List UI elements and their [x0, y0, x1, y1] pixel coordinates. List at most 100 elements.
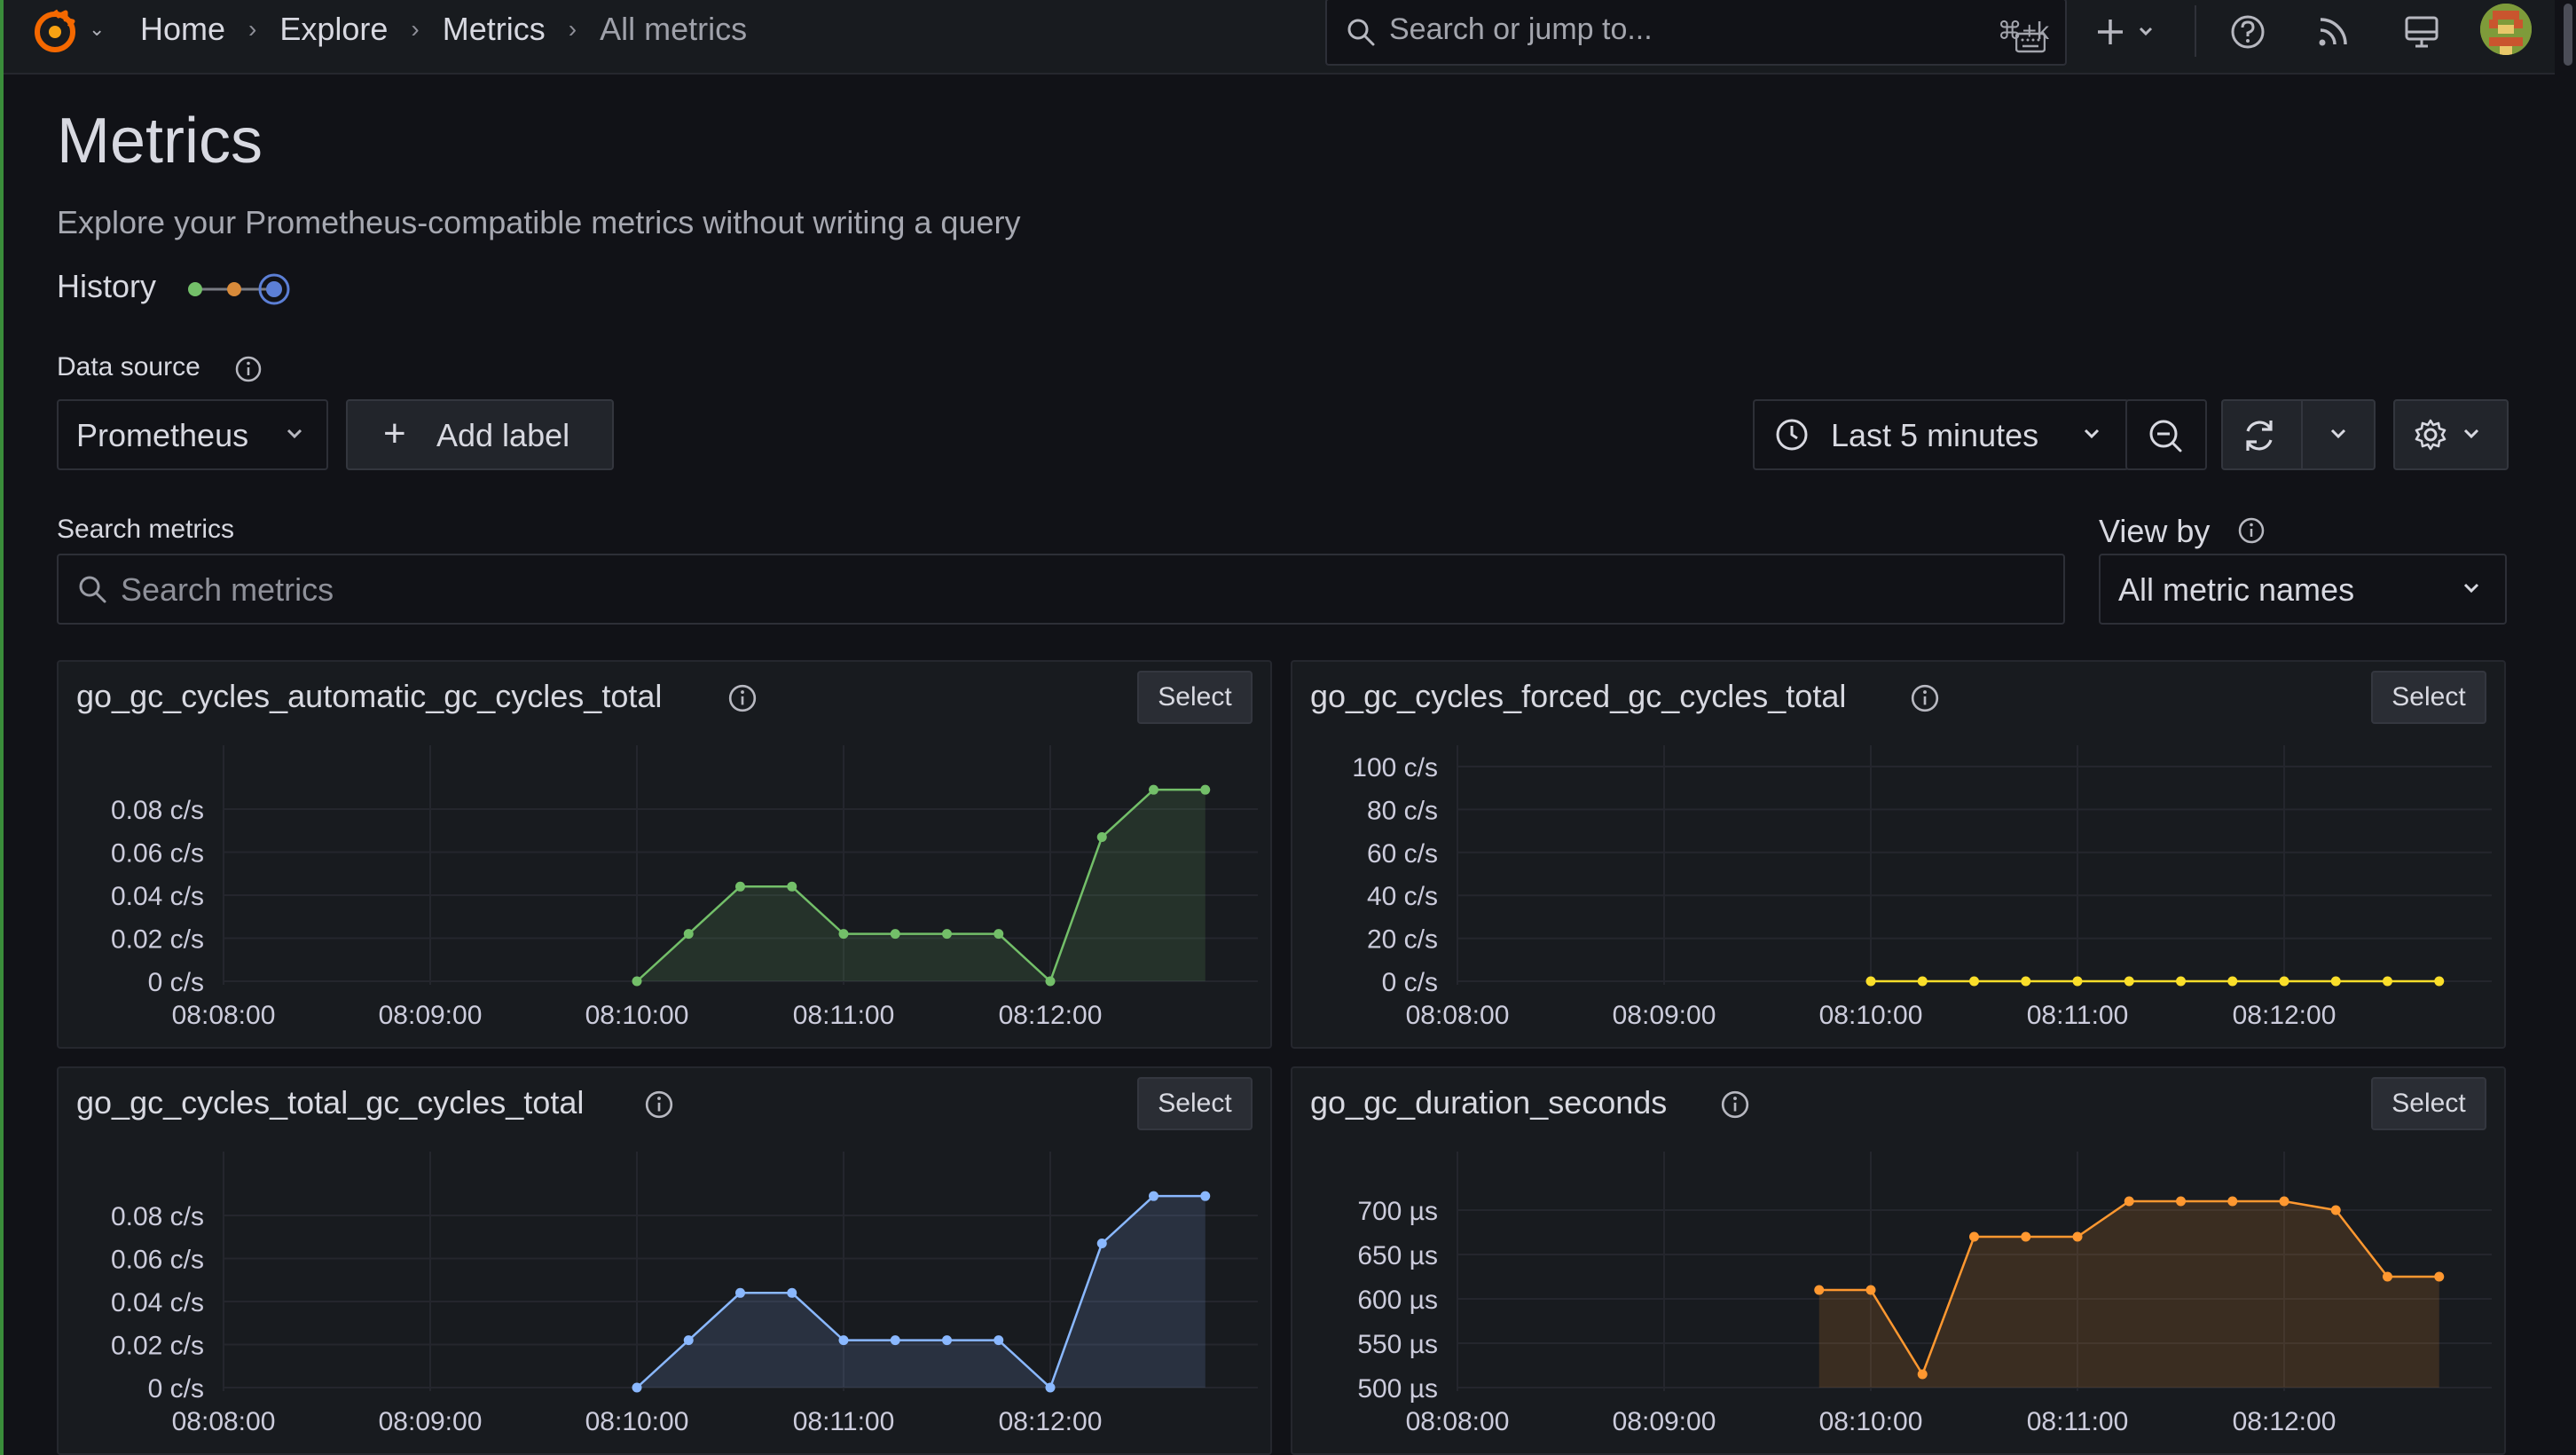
chevron-down-icon [2084, 429, 2100, 439]
plus-icon [2098, 20, 2153, 44]
chevron-down-icon[interactable] [2328, 424, 2349, 442]
y-tick-label: 600 µs [1357, 1286, 1438, 1315]
x-tick-label: 08:12:00 [999, 1001, 1103, 1030]
data-point [787, 881, 797, 892]
refresh-button[interactable] [2221, 399, 2376, 470]
panel-chart[interactable]: 500 µs 550 µs 600 µs 650 µs 700 µs 08:08:00 08… [1292, 1068, 2506, 1455]
y-tick-label: 0.04 c/s [111, 1288, 204, 1317]
data-point [2330, 1205, 2341, 1215]
select-button[interactable]: Select [2371, 671, 2486, 724]
panel-chart[interactable]: 0 c/s 20 c/s 40 c/s 60 c/s 80 c/s 100 c/s 08:0… [1292, 662, 2506, 1049]
select-button[interactable]: Select [1137, 671, 1253, 724]
x-tick-label: 08:08:00 [172, 1001, 276, 1030]
breadcrumb-metrics[interactable]: Metrics [442, 11, 546, 47]
y-tick-label: 0.04 c/s [111, 882, 204, 911]
x-tick-label: 08:08:00 [1406, 1001, 1510, 1030]
view-by-label: View by [2099, 513, 2211, 549]
chevron-down-icon [2463, 429, 2479, 439]
series-line [636, 1194, 1206, 1390]
avatar[interactable] [2480, 4, 2532, 55]
keyboard-icon [2014, 32, 2046, 53]
data-point [2124, 1196, 2134, 1207]
data-point [2383, 976, 2392, 987]
x-tick-label: 08:09:00 [1613, 1407, 1716, 1436]
data-point [2383, 1271, 2392, 1282]
time-range-picker[interactable]: Last 5 minutes [1753, 399, 2129, 470]
scrollbar-thumb[interactable] [2564, 4, 2572, 66]
global-search-input[interactable]: Search or jump to... ⌘+k [1325, 0, 2067, 66]
info-icon[interactable] [644, 1089, 674, 1120]
data-point [838, 929, 849, 940]
rss-icon[interactable] [2312, 11, 2354, 53]
data-point [632, 1382, 642, 1393]
data-point [942, 929, 952, 940]
select-button[interactable]: Select [2371, 1077, 2486, 1130]
panel-chart[interactable]: 0 c/s 0.02 c/s 0.04 c/s 0.06 c/s 0.08 c/s 08:… [59, 1068, 1272, 1455]
data-point [2279, 1196, 2289, 1207]
x-tick-label: 08:10:00 [1819, 1001, 1923, 1030]
data-point [632, 976, 642, 987]
y-tick-label: 0 c/s [148, 1374, 204, 1404]
info-icon[interactable] [2237, 516, 2266, 545]
data-point [1917, 976, 1928, 987]
y-tick-label: 700 µs [1357, 1197, 1438, 1226]
data-point [890, 1335, 900, 1346]
datasource-value: Prometheus [76, 417, 249, 453]
data-point [1814, 1285, 1825, 1295]
data-point [838, 1335, 849, 1346]
breadcrumb-home[interactable]: Home [140, 11, 226, 47]
data-point [1096, 1239, 1107, 1249]
x-tick-label: 08:11:00 [2027, 1407, 2129, 1436]
clock-icon [1776, 419, 1808, 451]
x-tick-label: 08:08:00 [1406, 1407, 1510, 1436]
series-area [637, 790, 1206, 981]
info-icon[interactable] [727, 683, 758, 713]
y-tick-label: 80 c/s [1367, 796, 1438, 825]
kiosk-icon[interactable] [2400, 11, 2443, 53]
zoom-out-icon [2149, 420, 2182, 452]
data-point [2227, 1196, 2238, 1207]
y-tick-label: 60 c/s [1367, 839, 1438, 869]
help-icon[interactable] [2227, 11, 2269, 53]
data-point [1045, 976, 1056, 987]
history-step-current[interactable] [266, 281, 282, 297]
settings-button[interactable] [2393, 399, 2509, 470]
zoom-out-button[interactable] [2125, 399, 2207, 470]
chevron-right-icon: › [411, 15, 420, 43]
history-step-2[interactable] [227, 282, 241, 296]
divider [2301, 401, 2303, 468]
history-steps[interactable] [185, 271, 300, 307]
info-icon[interactable] [234, 355, 263, 383]
gear-icon [2415, 419, 2446, 451]
history-step-1[interactable] [188, 282, 202, 296]
top-bar: ⌄ Home › Explore › Metrics › All metrics… [4, 0, 2555, 75]
grafana-logo-icon[interactable] [28, 4, 82, 57]
breadcrumb-explore[interactable]: Explore [279, 11, 389, 47]
datasource-select[interactable]: Prometheus [57, 399, 328, 470]
add-new-button[interactable] [2090, 11, 2170, 53]
chevron-down-icon[interactable]: ⌄ [89, 18, 106, 40]
x-tick-label: 08:12:00 [999, 1407, 1103, 1436]
info-icon[interactable] [1910, 683, 1940, 713]
add-label-button[interactable]: + Add label [346, 399, 614, 470]
keyboard-shortcut: ⌘+k [1998, 16, 2049, 53]
x-tick-label: 08:12:00 [2233, 1001, 2336, 1030]
info-icon[interactable] [1720, 1089, 1750, 1120]
data-point [683, 1335, 694, 1346]
data-point [787, 1287, 797, 1298]
search-metrics-input[interactable]: Search metrics [57, 554, 2065, 625]
metric-panel: go_gc_duration_seconds Select 500 µs 550 … [1291, 1066, 2506, 1455]
chevron-right-icon: › [568, 15, 577, 43]
data-point [993, 929, 1004, 940]
time-range-value: Last 5 minutes [1831, 417, 2039, 453]
select-button[interactable]: Select [1137, 1077, 1253, 1130]
data-point [2279, 976, 2289, 987]
data-point [2021, 976, 2031, 987]
view-by-select[interactable]: All metric names [2099, 554, 2507, 625]
data-point [735, 1287, 745, 1298]
panel-chart[interactable]: 0 c/s 0.02 c/s 0.04 c/s 0.06 c/s 0.08 c/s 08:… [59, 662, 1272, 1049]
panel-title: go_gc_duration_seconds [1310, 1084, 1668, 1121]
scrollbar[interactable] [2558, 0, 2576, 1455]
y-tick-label: 0.08 c/s [111, 1202, 204, 1231]
datasource-label: Data source [57, 352, 200, 381]
